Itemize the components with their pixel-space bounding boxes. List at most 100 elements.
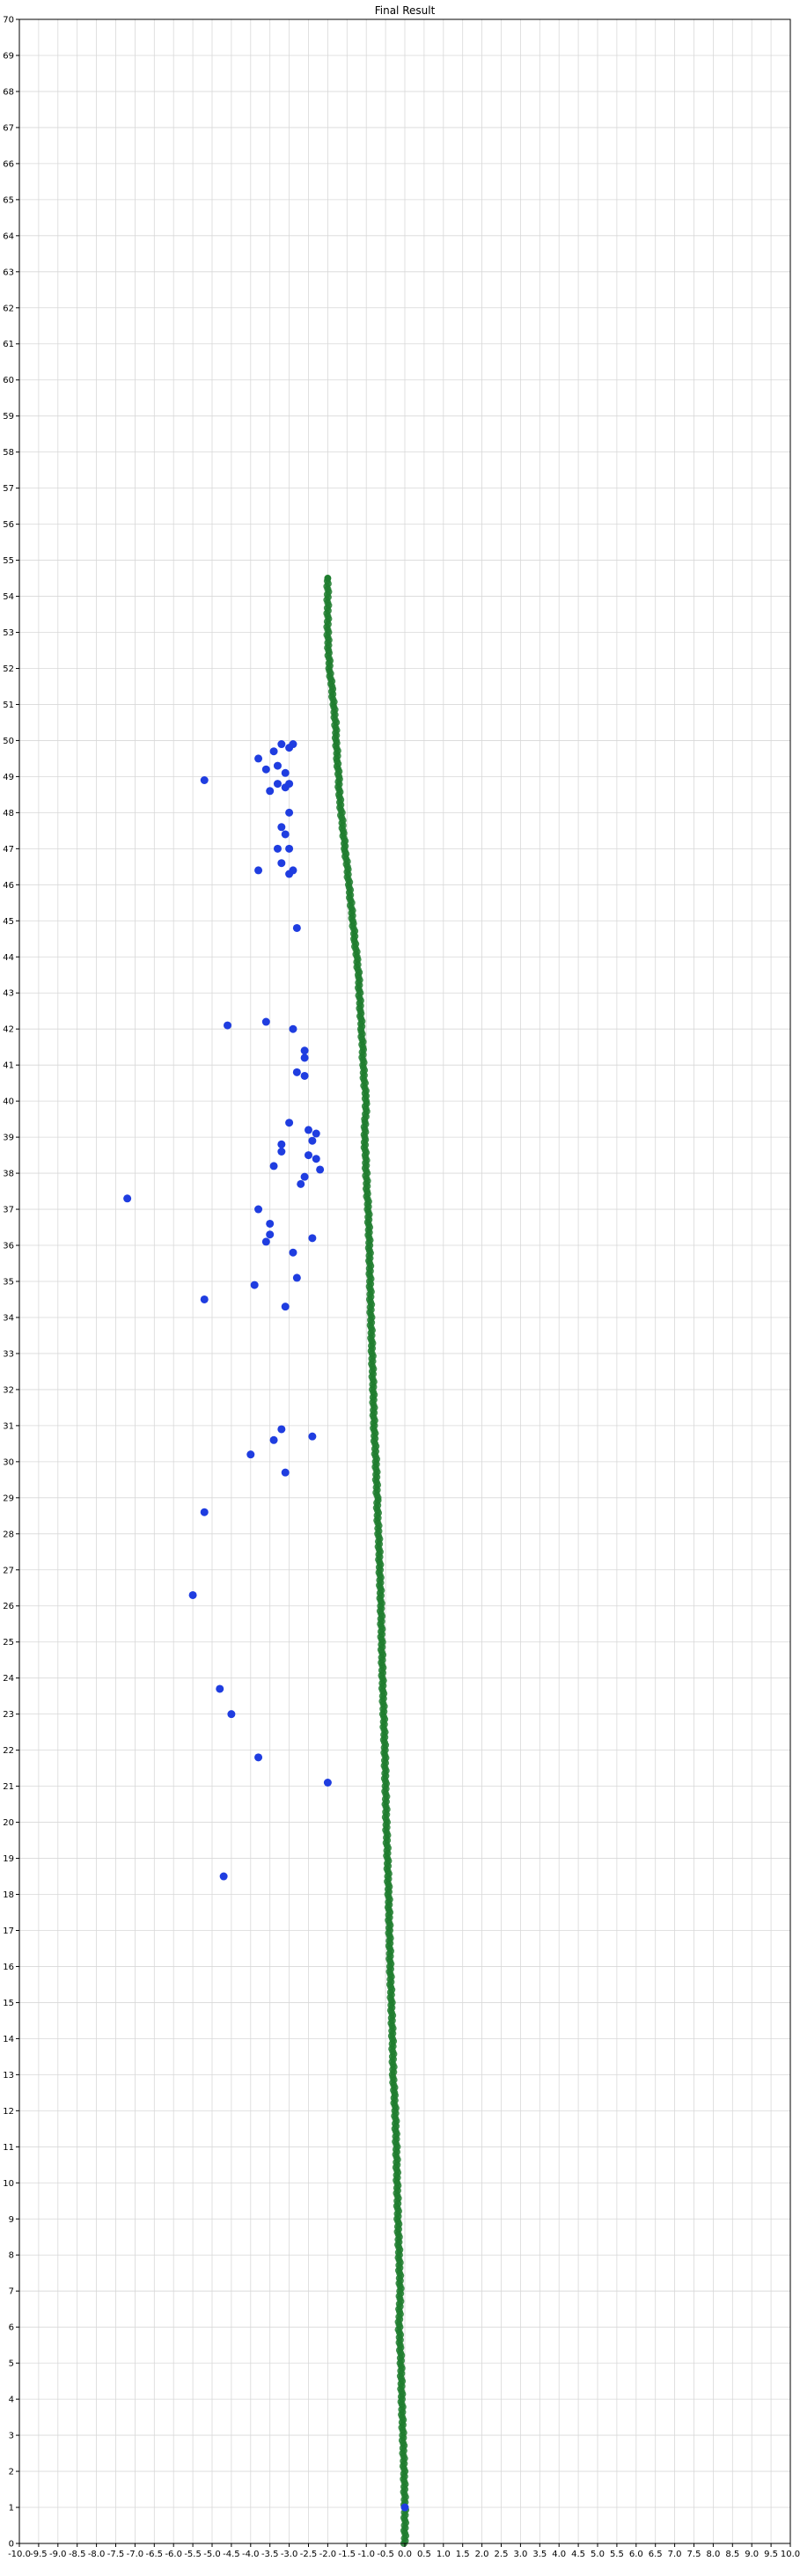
scatter-point	[289, 866, 297, 875]
scatter-point	[277, 859, 286, 868]
scatter-point	[289, 1024, 297, 1033]
y-tick-label: 11	[3, 2143, 14, 2153]
y-tick-label: 27	[3, 1566, 14, 1575]
y-tick-label: 52	[3, 664, 14, 674]
y-tick-label: 25	[3, 1638, 14, 1648]
scatter-point	[277, 1425, 286, 1434]
y-tick-label: 46	[3, 881, 14, 891]
scatter-point	[300, 1053, 309, 1062]
scatter-point	[246, 1450, 255, 1459]
y-tick-label: 28	[3, 1530, 14, 1539]
scatter-point	[273, 780, 282, 789]
x-tick-label: 8.0	[706, 2550, 720, 2559]
scatter-point	[285, 744, 294, 752]
y-tick-label: 48	[3, 809, 14, 818]
scatter-point	[277, 740, 286, 749]
y-tick-label: 69	[3, 51, 14, 61]
scatter-point	[300, 1046, 309, 1055]
scatter-point	[292, 1273, 301, 1282]
scatter-point	[254, 754, 263, 763]
y-tick-label: 31	[3, 1421, 14, 1431]
scatter-point	[281, 1303, 290, 1311]
scatter-point	[266, 787, 275, 796]
scatter-point	[316, 1165, 325, 1174]
scatter-point	[200, 1508, 209, 1516]
scatter-point	[285, 844, 294, 853]
scatter-point	[300, 1071, 309, 1080]
x-tick-label: 9.5	[764, 2550, 778, 2559]
y-tick-label: 42	[3, 1025, 14, 1035]
scatter-point	[266, 1230, 275, 1239]
y-tick-label: 10	[3, 2179, 14, 2189]
y-tick-label: 63	[3, 268, 14, 277]
y-tick-label: 59	[3, 412, 14, 422]
y-tick-label: 21	[3, 1782, 14, 1792]
y-tick-label: 45	[3, 917, 14, 927]
y-tick-label: 67	[3, 123, 14, 133]
y-tick-label: 44	[3, 953, 14, 963]
path-point	[324, 575, 332, 583]
y-tick-label: 30	[3, 1457, 14, 1467]
scatter-point	[277, 1140, 286, 1149]
y-tick-label: 1	[9, 2504, 14, 2514]
scatter-point	[292, 923, 301, 932]
x-tick-label: -3.5	[261, 2550, 279, 2559]
y-tick-label: 36	[3, 1242, 14, 1251]
x-tick-label: 7.5	[687, 2550, 701, 2559]
scatter-point	[200, 775, 209, 784]
scatter-point	[308, 1432, 317, 1441]
x-tick-label: -1.5	[339, 2550, 356, 2559]
scatter-point	[323, 1779, 332, 1787]
scatter-point	[285, 780, 294, 789]
x-tick-label: 7.0	[668, 2550, 682, 2559]
y-tick-label: 20	[3, 1818, 14, 1828]
y-tick-label: 13	[3, 2071, 14, 2081]
scatter-point	[123, 1194, 132, 1203]
scatter-point	[254, 1753, 263, 1762]
y-tick-label: 0	[9, 2540, 14, 2550]
scatter-point	[308, 1234, 317, 1243]
scatter-point	[305, 1151, 312, 1160]
scatter-point	[273, 761, 282, 770]
data-layer	[123, 575, 410, 2547]
y-tick-label: 22	[3, 1746, 14, 1756]
scatter-point	[285, 808, 294, 817]
y-tick-label: 17	[3, 1926, 14, 1936]
y-tick-label: 50	[3, 737, 14, 746]
y-tick-label: 64	[3, 231, 14, 241]
scatter-point	[273, 844, 282, 853]
x-tick-label: -4.5	[223, 2550, 240, 2559]
x-tick-label: 10.0	[781, 2550, 800, 2559]
scatter-point	[261, 1017, 270, 1026]
x-tick-label: 8.5	[725, 2550, 739, 2559]
x-tick-label: -5.5	[184, 2550, 202, 2559]
y-tick-label: 7	[9, 2287, 14, 2297]
y-tick-label: 32	[3, 1385, 14, 1395]
y-tick-label: 54	[3, 592, 14, 602]
scatter-point	[312, 1155, 320, 1163]
y-tick-label: 29	[3, 1493, 14, 1503]
scatter-point	[266, 1219, 275, 1228]
scatter-point	[261, 765, 270, 774]
y-tick-label: 57	[3, 484, 14, 494]
x-tick-label: 5.5	[610, 2550, 624, 2559]
y-tick-label: 68	[3, 87, 14, 97]
scatter-point	[224, 1021, 232, 1030]
y-tick-label: 40	[3, 1097, 14, 1107]
y-tick-label: 53	[3, 628, 14, 638]
x-tick-label: 4.0	[552, 2550, 566, 2559]
scatter-point	[261, 1237, 270, 1246]
scatter-point	[292, 1068, 301, 1076]
y-tick-label: 39	[3, 1134, 14, 1143]
x-tick-label: -4.0	[242, 2550, 260, 2559]
grid-layer	[18, 18, 791, 2544]
x-tick-label: -9.5	[30, 2550, 48, 2559]
y-tick-label: 65	[3, 195, 14, 205]
chart-title: Final Result	[375, 4, 436, 17]
x-tick-label: -3.0	[281, 2550, 298, 2559]
y-tick-label: 3	[9, 2432, 14, 2441]
y-tick-label: 4	[9, 2396, 14, 2405]
y-tick-label: 8	[9, 2251, 14, 2261]
x-tick-label: 5.0	[591, 2550, 605, 2559]
